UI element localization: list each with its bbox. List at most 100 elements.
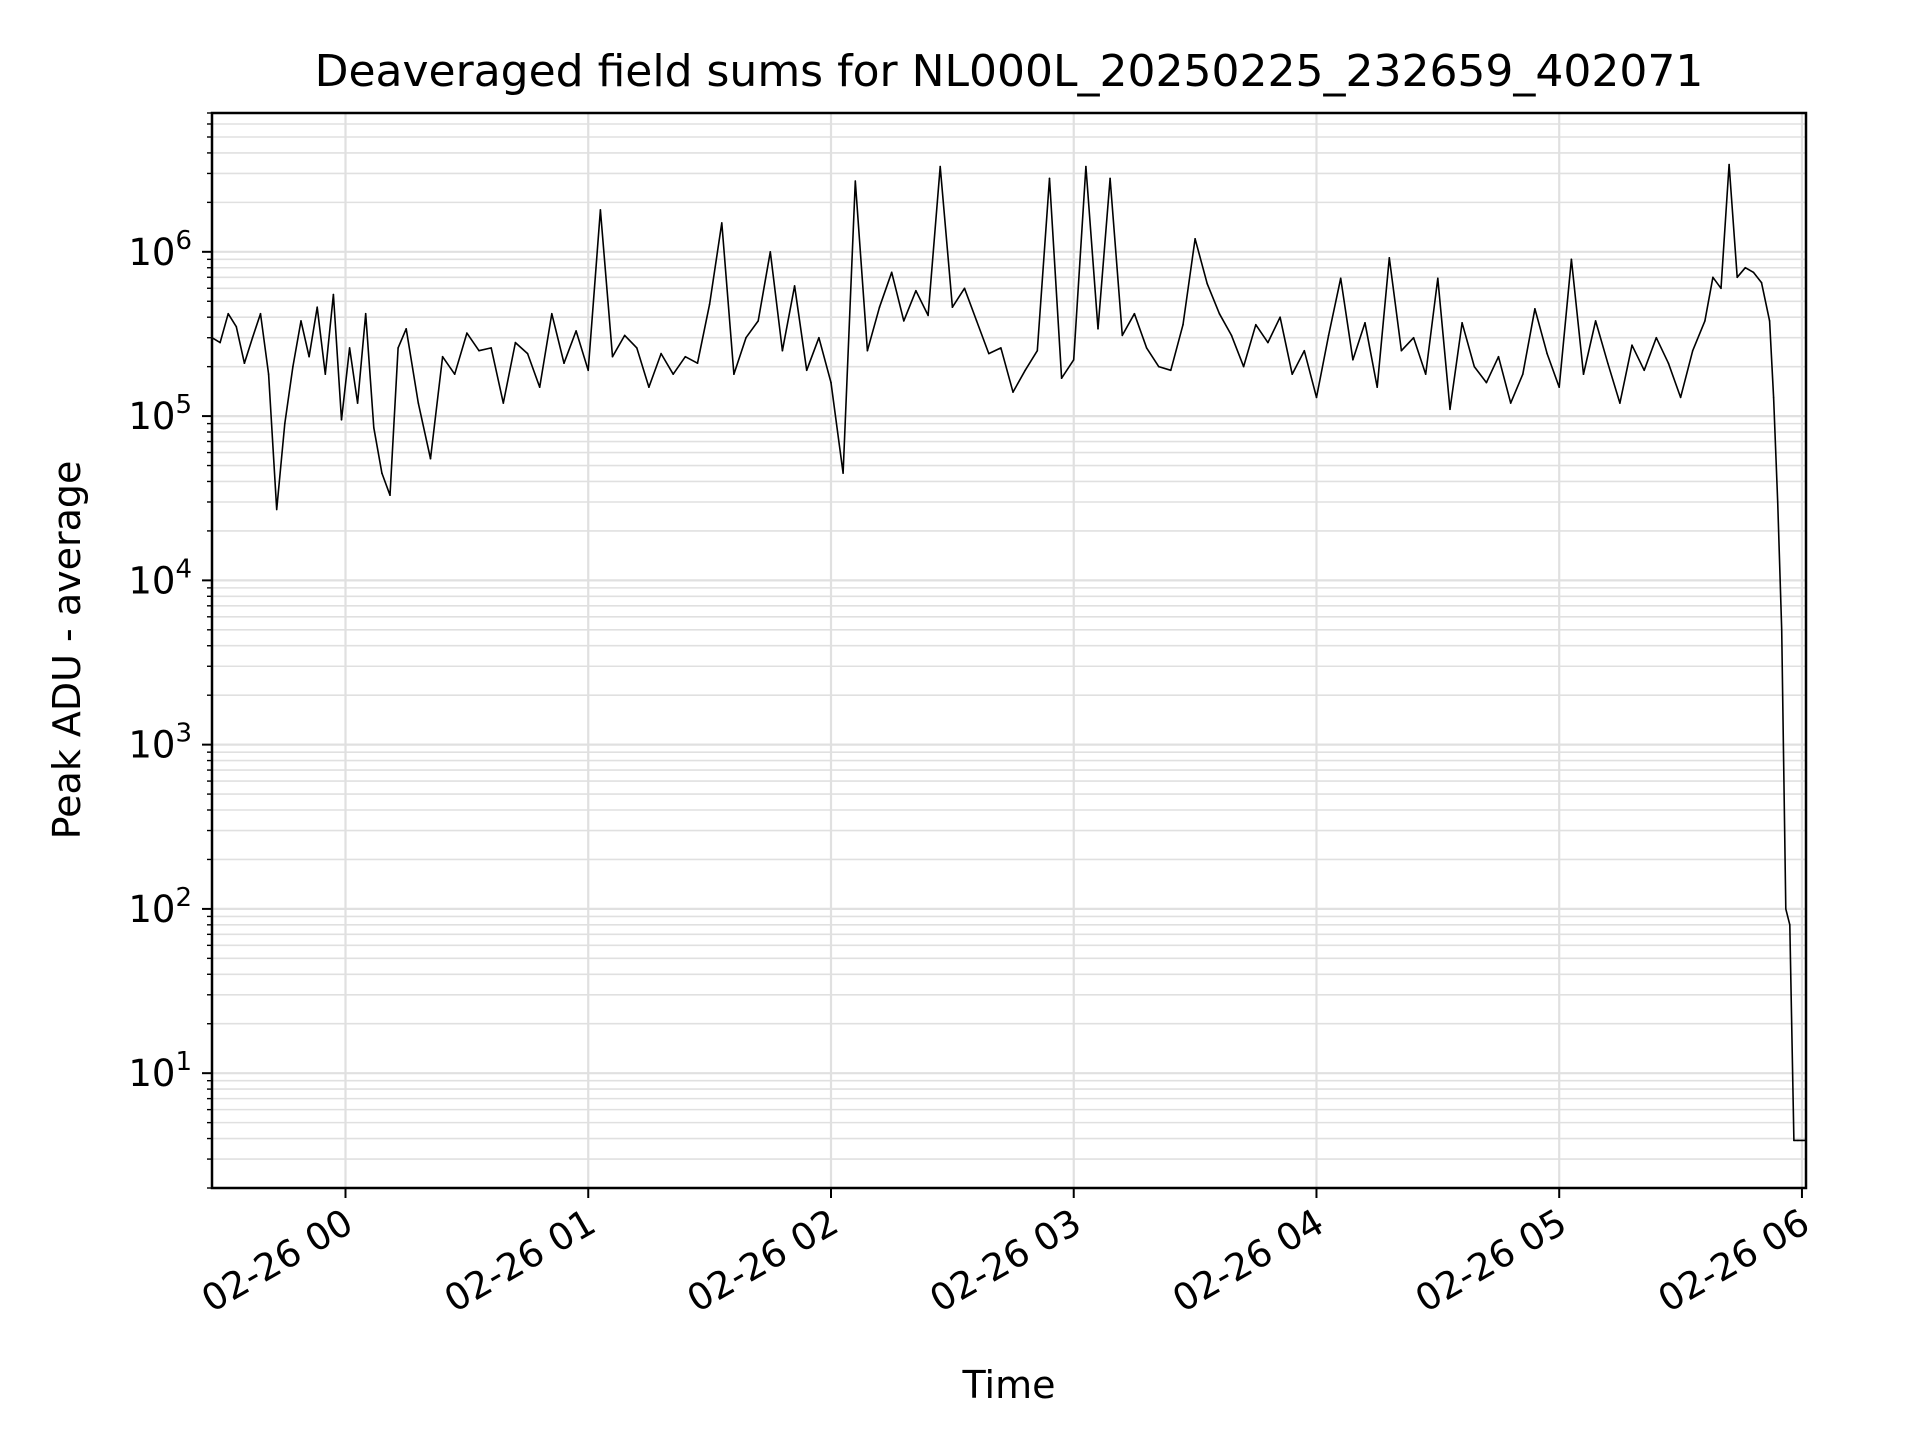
data-point [227, 312, 229, 315]
data-point [1315, 396, 1318, 399]
data-point [1048, 177, 1051, 180]
data-point [1768, 320, 1771, 322]
data-point [324, 373, 327, 376]
data-point [1303, 349, 1306, 352]
data-point [1655, 336, 1658, 339]
data-point [1291, 373, 1293, 376]
data-point [757, 320, 759, 322]
data-point [538, 386, 541, 389]
data-point [1522, 373, 1524, 376]
data-point [963, 287, 966, 290]
data-point [818, 336, 820, 339]
data-point [1085, 165, 1087, 168]
data-point [292, 365, 294, 368]
data-point [1473, 365, 1476, 368]
data-point [1780, 629, 1783, 631]
data-point [623, 334, 626, 337]
data-point [389, 494, 391, 497]
data-point [478, 349, 480, 352]
data-point [708, 303, 711, 306]
data-point [696, 362, 699, 365]
data-point [397, 347, 399, 349]
data-point [1594, 320, 1597, 322]
data-point [1720, 287, 1722, 290]
data-point [267, 373, 270, 376]
data-point [1206, 282, 1208, 285]
data-point [514, 341, 517, 344]
data-point [721, 222, 723, 224]
data-point [1485, 381, 1488, 384]
y-tick-labels: 101 102 103 104 105 106 [128, 226, 192, 1095]
data-point [1497, 355, 1500, 358]
data-point [308, 355, 310, 358]
chart-title: Deaveraged field sums for NL000L_2025022… [315, 46, 1704, 97]
data-point [1218, 312, 1221, 315]
data-point [300, 320, 302, 322]
y-tick-label: 101 [128, 1047, 192, 1095]
data-point [526, 352, 529, 355]
data-point [672, 373, 674, 376]
data-point [1449, 408, 1451, 411]
data-point [1744, 266, 1747, 269]
data-point [340, 419, 343, 421]
data-point [405, 328, 408, 330]
data-point [1712, 276, 1714, 279]
data-point [1679, 396, 1682, 399]
data-point [805, 369, 808, 372]
data-point [599, 209, 602, 211]
data-point [251, 336, 254, 339]
grid [212, 112, 1806, 1189]
data-point [611, 355, 614, 358]
data-point [235, 325, 238, 328]
data-point [939, 165, 941, 168]
data-point [1437, 277, 1439, 280]
y-tick-marks [202, 112, 212, 1189]
data-point [332, 293, 335, 296]
data-point [1036, 349, 1039, 352]
data-point [1793, 1139, 1795, 1142]
data-point [793, 285, 796, 287]
data-point [1582, 373, 1585, 376]
data-point [830, 381, 832, 384]
data-point [1157, 365, 1160, 368]
data-point [878, 306, 881, 309]
data-point [648, 386, 650, 389]
data-point [842, 472, 844, 474]
data-point [636, 347, 638, 349]
data-point [1327, 334, 1330, 337]
data-point [1376, 386, 1378, 389]
data-point [441, 355, 444, 358]
data-point [1012, 391, 1014, 393]
data-point [1339, 277, 1342, 280]
data-point [1109, 177, 1111, 180]
data-point [453, 373, 456, 376]
data-point [733, 373, 735, 376]
data-point [1785, 908, 1787, 910]
data-point [781, 349, 784, 352]
data-point [1546, 352, 1548, 355]
data-point [1461, 322, 1463, 324]
data-point [563, 362, 565, 365]
data-point [1619, 402, 1621, 404]
data-point [1607, 362, 1609, 365]
data-point [1772, 396, 1775, 399]
data-point [1060, 377, 1063, 380]
data-point [575, 330, 577, 332]
data-point [1255, 323, 1257, 326]
data-point [1736, 276, 1738, 279]
data-point [1000, 347, 1002, 349]
data-point [243, 362, 246, 365]
data-point [1424, 373, 1427, 376]
data-point [348, 347, 351, 349]
data-point [890, 271, 893, 274]
data-point [951, 306, 954, 309]
data-point [1801, 1139, 1803, 1142]
data-point [854, 180, 857, 182]
data-point [259, 312, 262, 315]
data-point [1643, 369, 1645, 372]
data-point [927, 314, 929, 317]
data-point [1097, 328, 1099, 330]
data-point [1691, 349, 1694, 352]
data-point [1145, 347, 1148, 349]
data-point [1534, 308, 1536, 310]
